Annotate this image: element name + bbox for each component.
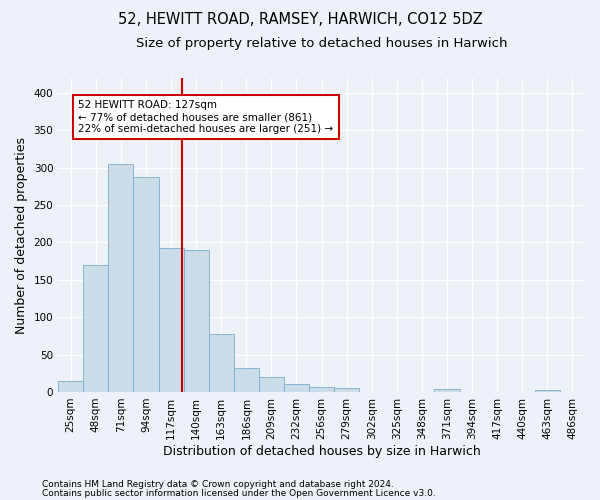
Text: Contains public sector information licensed under the Open Government Licence v3: Contains public sector information licen… (42, 489, 436, 498)
Bar (109, 164, 133, 392)
Bar (83, 265, 109, 392)
X-axis label: Distribution of detached houses by size in Harwich: Distribution of detached houses by size … (163, 444, 481, 458)
Bar (434, 389, 460, 392)
Text: Contains HM Land Registry data © Crown copyright and database right 2024.: Contains HM Land Registry data © Crown c… (42, 480, 394, 489)
Text: 52, HEWITT ROAD, RAMSEY, HARWICH, CO12 5DZ: 52, HEWITT ROAD, RAMSEY, HARWICH, CO12 5… (118, 12, 482, 28)
Bar (58, 380, 83, 392)
Bar (209, 334, 234, 392)
Bar (234, 368, 259, 392)
Bar (284, 384, 309, 392)
Text: 52 HEWITT ROAD: 127sqm
← 77% of detached houses are smaller (861)
22% of semi-de: 52 HEWITT ROAD: 127sqm ← 77% of detached… (78, 100, 334, 134)
Bar (158, 248, 184, 392)
Bar (535, 390, 560, 392)
Bar (133, 176, 158, 392)
Bar (259, 377, 284, 392)
Bar (334, 388, 359, 392)
Title: Size of property relative to detached houses in Harwich: Size of property relative to detached ho… (136, 38, 508, 51)
Y-axis label: Number of detached properties: Number of detached properties (15, 136, 28, 334)
Bar (184, 250, 209, 392)
Bar (309, 388, 334, 392)
